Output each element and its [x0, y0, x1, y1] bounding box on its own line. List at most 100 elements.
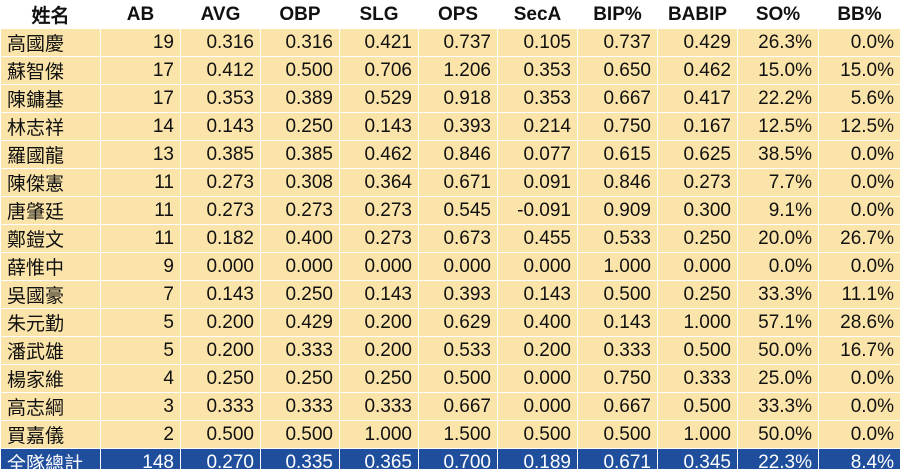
bb-pct-cell: 0.0% [818, 140, 900, 169]
bip-pct-cell: 0.650 [577, 56, 658, 85]
babip-cell: 0.500 [657, 392, 738, 421]
babip-cell: 0.333 [657, 364, 738, 393]
bb-pct-cell: 0.0% [818, 364, 900, 393]
bip-pct-cell: 0.500 [577, 280, 658, 309]
bb-pct-cell: 0.0% [818, 168, 900, 197]
slg-cell: 0.250 [339, 364, 419, 393]
ab-cell: 17 [100, 56, 181, 85]
bip-pct-cell: 0.750 [577, 112, 658, 141]
total-slg-cell: 0.365 [339, 448, 419, 469]
obp-cell: 0.400 [260, 224, 340, 253]
column-header-ab: AB [100, 0, 181, 29]
ab-cell: 2 [100, 420, 181, 449]
obp-cell: 0.333 [260, 336, 340, 365]
so-pct-cell: 38.5% [737, 140, 819, 169]
player-name-cell: 鄭鎧文 [0, 224, 101, 253]
ab-cell: 7 [100, 280, 181, 309]
avg-cell: 0.316 [180, 28, 261, 57]
bb-pct-cell: 5.6% [818, 84, 900, 113]
player-name-cell: 羅國龍 [0, 140, 101, 169]
so-pct-cell: 33.3% [737, 280, 819, 309]
player-name-cell: 林志祥 [0, 112, 101, 141]
table-row: 陳傑憲 11 0.273 0.308 0.364 0.671 0.091 0.846 0.273… [0, 168, 900, 197]
babip-cell: 0.273 [657, 168, 738, 197]
player-name-cell: 高國慶 [0, 28, 101, 57]
so-pct-cell: 26.3% [737, 28, 819, 57]
table-row: 林志祥 14 0.143 0.250 0.143 0.393 0.214 0.750 0.167… [0, 112, 900, 141]
babip-cell: 0.417 [657, 84, 738, 113]
bb-pct-cell: 12.5% [818, 112, 900, 141]
babip-cell: 0.167 [657, 112, 738, 141]
ops-cell: 0.629 [418, 308, 498, 337]
avg-cell: 0.273 [180, 168, 261, 197]
player-name-cell: 楊家維 [0, 364, 101, 393]
table-row: 鄭鎧文 11 0.182 0.400 0.273 0.673 0.455 0.533 0.250… [0, 224, 900, 253]
player-name-cell: 潘武雄 [0, 336, 101, 365]
slg-cell: 0.273 [339, 196, 419, 225]
table-row: 楊家維 4 0.250 0.250 0.250 0.500 0.000 0.750 0.333 2… [0, 364, 900, 393]
obp-cell: 0.500 [260, 420, 340, 449]
obp-cell: 0.500 [260, 56, 340, 85]
seca-cell: 0.353 [497, 56, 578, 85]
seca-cell: 0.214 [497, 112, 578, 141]
seca-cell: 0.143 [497, 280, 578, 309]
so-pct-cell: 12.5% [737, 112, 819, 141]
obp-cell: 0.429 [260, 308, 340, 337]
obp-cell: 0.316 [260, 28, 340, 57]
so-pct-cell: 33.3% [737, 392, 819, 421]
obp-cell: 0.273 [260, 196, 340, 225]
slg-cell: 0.143 [339, 112, 419, 141]
bb-pct-cell: 28.6% [818, 308, 900, 337]
slg-cell: 0.143 [339, 280, 419, 309]
table-row: 蘇智傑 17 0.412 0.500 0.706 1.206 0.353 0.650 0.462… [0, 56, 900, 85]
obp-cell: 0.389 [260, 84, 340, 113]
player-name-cell: 高志綱 [0, 392, 101, 421]
slg-cell: 0.529 [339, 84, 419, 113]
column-header-ops: OPS [418, 0, 498, 29]
total-so-pct-cell: 22.3% [737, 448, 819, 469]
babip-cell: 0.625 [657, 140, 738, 169]
bip-pct-cell: 1.000 [577, 252, 658, 281]
obp-cell: 0.308 [260, 168, 340, 197]
seca-cell: 0.000 [497, 252, 578, 281]
avg-cell: 0.200 [180, 308, 261, 337]
ops-cell: 0.667 [418, 392, 498, 421]
slg-cell: 0.273 [339, 224, 419, 253]
ab-cell: 5 [100, 336, 181, 365]
table-row: 高國慶 19 0.316 0.316 0.421 0.737 0.105 0.737 0.429… [0, 28, 900, 57]
avg-cell: 0.500 [180, 420, 261, 449]
total-label-cell: 全隊總計 [0, 448, 101, 469]
avg-cell: 0.353 [180, 84, 261, 113]
total-babip-cell: 0.345 [657, 448, 738, 469]
babip-cell: 0.300 [657, 196, 738, 225]
avg-cell: 0.250 [180, 364, 261, 393]
ab-cell: 17 [100, 84, 181, 113]
bb-pct-cell: 26.7% [818, 224, 900, 253]
column-header-avg: AVG [180, 0, 261, 29]
so-pct-cell: 57.1% [737, 308, 819, 337]
ab-cell: 3 [100, 392, 181, 421]
babip-cell: 0.250 [657, 224, 738, 253]
column-header-slg: SLG [339, 0, 419, 29]
ops-cell: 0.500 [418, 364, 498, 393]
player-name-cell: 薛惟中 [0, 252, 101, 281]
player-name-cell: 蘇智傑 [0, 56, 101, 85]
table-row: 唐肇廷 11 0.273 0.273 0.273 0.545 -0.091 0.909 0.30… [0, 196, 900, 225]
obp-cell: 0.250 [260, 280, 340, 309]
column-header-seca: SecA [497, 0, 578, 29]
player-name-cell: 陳傑憲 [0, 168, 101, 197]
bb-pct-cell: 0.0% [818, 196, 900, 225]
seca-cell: 0.353 [497, 84, 578, 113]
ops-cell: 0.673 [418, 224, 498, 253]
seca-cell: 0.105 [497, 28, 578, 57]
seca-cell: 0.000 [497, 364, 578, 393]
ab-cell: 4 [100, 364, 181, 393]
team-total-row: 全隊總計 148 0.270 0.335 0.365 0.700 0.189 0… [0, 448, 900, 469]
bip-pct-cell: 0.667 [577, 84, 658, 113]
avg-cell: 0.143 [180, 280, 261, 309]
ab-cell: 9 [100, 252, 181, 281]
bip-pct-cell: 0.737 [577, 28, 658, 57]
slg-cell: 0.706 [339, 56, 419, 85]
seca-cell: 0.500 [497, 420, 578, 449]
